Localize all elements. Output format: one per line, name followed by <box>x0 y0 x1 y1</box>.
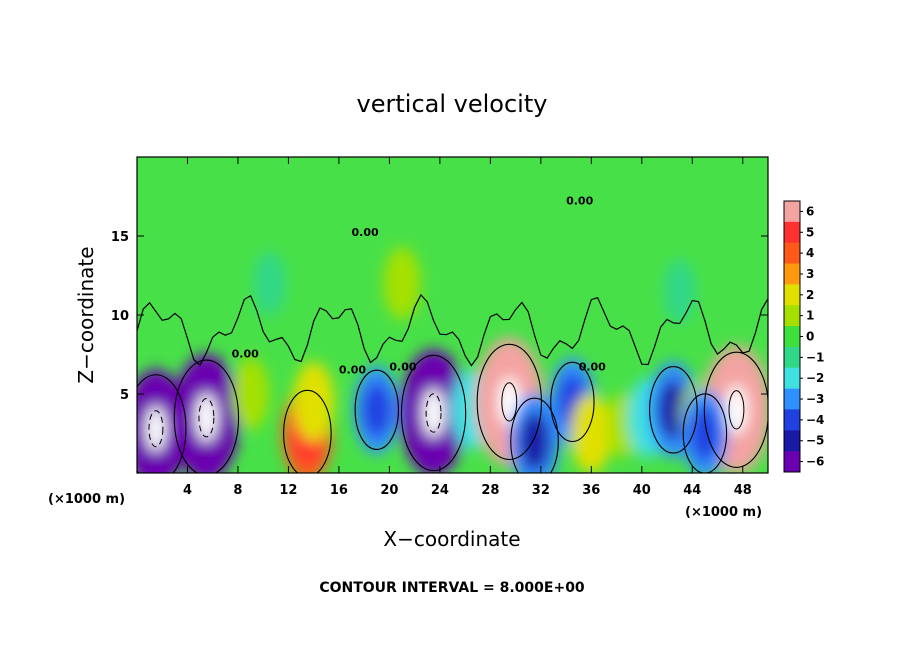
contour-line <box>283 389 332 473</box>
x-tick-label: 12 <box>279 483 297 498</box>
contour-line <box>198 398 215 438</box>
field-cell-outer <box>253 251 286 316</box>
contour-label: 0.00 <box>339 363 366 376</box>
colorbar-label: 0 <box>806 330 814 344</box>
y-axis-label: Z−coordinate <box>74 246 98 383</box>
contour-interval-text: CONTOUR INTERVAL = 8.000E+00 <box>319 580 585 596</box>
field-cell-outer <box>293 361 335 442</box>
contour-label: 0.00 <box>232 348 259 361</box>
y-tick-label: 5 <box>120 388 129 403</box>
x-tick-label: 32 <box>532 483 550 498</box>
colorbar-swatch <box>784 263 800 285</box>
contour-label: 0.00 <box>352 226 379 239</box>
x-tick-label: 16 <box>330 483 348 498</box>
colorbar-label: −2 <box>806 371 824 385</box>
x-tick-label: 24 <box>431 483 449 498</box>
field-cell-outer <box>383 247 421 320</box>
x-tick-label: 8 <box>233 483 242 498</box>
x-unit-left: (×1000 m) <box>48 492 125 507</box>
x-tick-label: 20 <box>380 483 398 498</box>
contour-label: 0.00 <box>579 360 606 373</box>
x-tick-label: 28 <box>481 483 499 498</box>
colorbar-label: 6 <box>806 204 814 218</box>
colorbar-label: −3 <box>806 392 824 406</box>
colorbar-label: −1 <box>806 350 824 364</box>
contour-line <box>476 343 542 461</box>
colorbar-swatch <box>784 346 800 369</box>
colorbar-label: 3 <box>806 267 814 281</box>
zero-contour <box>137 293 768 367</box>
contour-line <box>649 366 698 454</box>
colorbar-swatch <box>784 326 800 348</box>
field-cell-outer <box>232 358 269 430</box>
colorbar-swatch <box>784 305 800 327</box>
x-ticks: 4 8 12 16 20 24 28 32 36 40 44 48 <box>183 157 752 498</box>
contour-label: 0.00 <box>566 194 593 207</box>
contour-line <box>354 369 399 450</box>
contour-line <box>728 390 745 430</box>
colorbar-swatch <box>784 284 800 306</box>
colorbar-label: 4 <box>806 246 814 260</box>
x-tick-label: 48 <box>734 483 752 498</box>
colorbar-swatch <box>784 221 800 244</box>
colorbar-swatch <box>784 451 800 473</box>
colorbar: 6 5 4 3 2 1 0 −1 −2 −3 −4 −5 −6 <box>783 200 824 473</box>
colorbar-label: −4 <box>806 413 824 427</box>
colorbar-swatch <box>784 409 800 431</box>
colorbar-swatch <box>784 388 800 410</box>
colorbar-label: −5 <box>806 434 824 448</box>
y-tick-label: 15 <box>111 230 129 245</box>
y-ticks: 5 10 15 <box>111 230 768 403</box>
contour-lines: 0.00 0.00 0.00 0.00 0.00 0.00 <box>137 194 768 473</box>
colorbar-label: −6 <box>806 455 824 469</box>
x-tick-label: 40 <box>633 483 651 498</box>
x-axis-label: X−coordinate <box>383 527 520 551</box>
colorbar-label: 1 <box>806 309 814 323</box>
contour-line <box>400 354 467 472</box>
y-tick-label: 10 <box>111 309 129 324</box>
x-tick-label: 44 <box>683 483 701 498</box>
colorbar-swatch <box>784 201 800 223</box>
field-cell-outer <box>663 259 696 324</box>
contour-line <box>682 393 728 473</box>
field-cell-core <box>519 411 551 472</box>
contour-line <box>703 351 768 468</box>
x-tick-label: 36 <box>582 483 600 498</box>
contour-line <box>148 410 164 448</box>
colorbar-swatch <box>784 430 800 452</box>
contour-line <box>173 359 240 473</box>
contour-label: 0.00 <box>389 360 416 373</box>
field-cell-outer <box>570 393 612 473</box>
plot-area: 0.00 0.00 0.00 0.00 0.00 0.00 <box>137 157 768 473</box>
colorbar-label: 2 <box>806 288 814 302</box>
contour-line <box>501 382 518 422</box>
colorbar-swatch <box>784 367 800 390</box>
colorbar-swatch <box>784 242 800 265</box>
contour-line <box>550 361 595 443</box>
x-tick-label: 4 <box>183 483 192 498</box>
field-cell-core <box>362 382 391 438</box>
contour-line <box>425 393 442 433</box>
colorbar-label: 5 <box>806 225 814 239</box>
contour-line <box>137 374 187 473</box>
chart-title: vertical velocity <box>357 90 548 118</box>
x-unit-right: (×1000 m) <box>685 505 762 520</box>
contour-line <box>510 397 559 473</box>
